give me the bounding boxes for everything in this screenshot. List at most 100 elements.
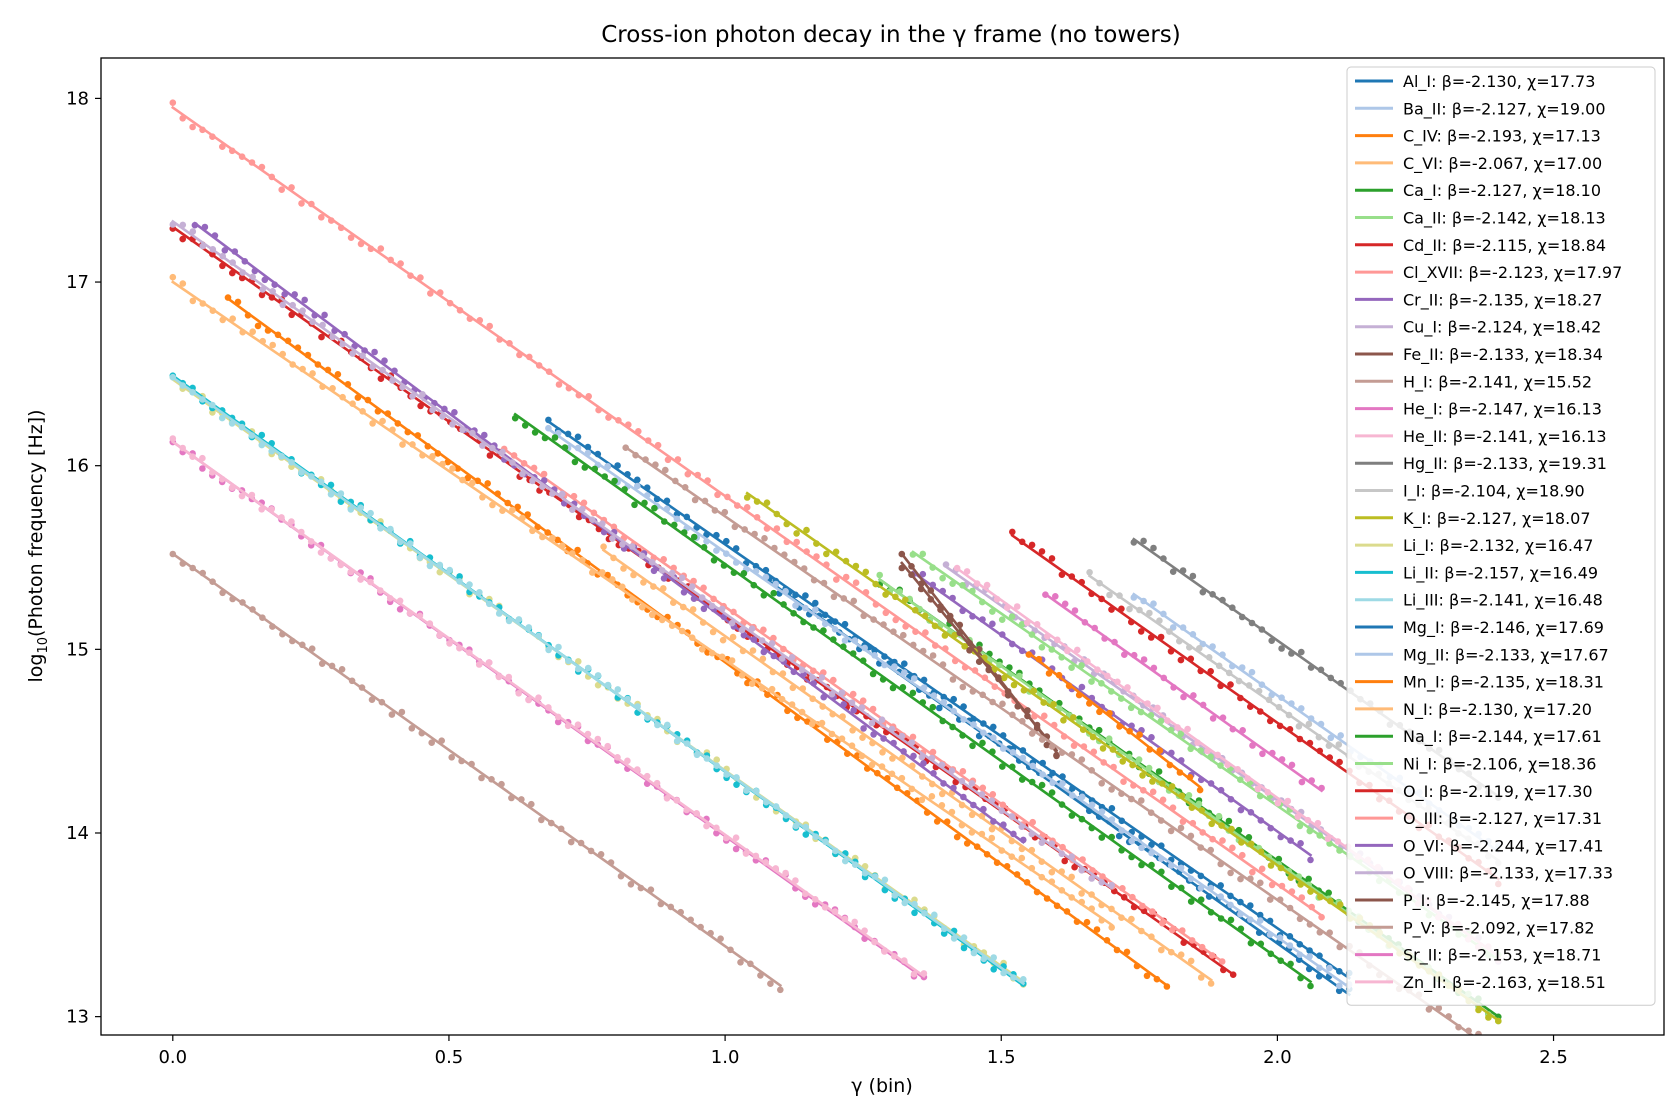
data-point — [1336, 758, 1343, 766]
data-point — [1327, 734, 1335, 742]
data-point — [1219, 837, 1226, 844]
data-point — [1138, 797, 1145, 804]
data-point — [515, 616, 523, 623]
data-point — [1288, 761, 1296, 769]
data-point — [942, 561, 950, 568]
legend-label: C_IV: β=-2.193, χ=17.13 — [1403, 127, 1601, 147]
data-point — [690, 533, 698, 541]
legend-label: O_III: β=-2.127, χ=17.31 — [1403, 809, 1602, 829]
data-point — [1038, 644, 1046, 651]
data-point — [288, 518, 295, 525]
legend-label: Na_I: β=-2.144, χ=17.61 — [1403, 727, 1602, 747]
y-tick-label: 16 — [66, 456, 89, 477]
fit-line — [170, 105, 1324, 918]
data-point — [484, 480, 492, 487]
data-point — [1295, 723, 1303, 730]
data-point — [1197, 974, 1205, 981]
data-point — [371, 348, 378, 356]
data-point — [1098, 834, 1106, 841]
data-point — [852, 579, 860, 586]
data-point — [1298, 778, 1306, 786]
data-point — [803, 526, 810, 534]
data-point — [1278, 645, 1285, 652]
data-point — [631, 501, 638, 509]
data-point — [713, 547, 720, 554]
data-point — [990, 966, 997, 973]
data-point — [1239, 851, 1246, 859]
legend-label: Li_I: β=-2.132, χ=16.47 — [1403, 536, 1593, 556]
data-point — [1053, 752, 1060, 760]
data-point — [349, 350, 356, 357]
fit-line — [1043, 592, 1324, 793]
data-point — [850, 597, 858, 605]
data-point — [770, 589, 777, 597]
data-point — [569, 506, 576, 513]
fit-line — [1027, 651, 1202, 789]
data-point — [728, 619, 736, 627]
data-point — [812, 606, 819, 613]
legend-label: Al_I: β=-2.130, χ=17.73 — [1403, 72, 1595, 92]
data-point — [377, 375, 385, 383]
data-point — [1083, 918, 1091, 926]
data-point — [614, 686, 622, 693]
data-point — [1148, 734, 1155, 741]
data-point — [1093, 926, 1101, 933]
data-point — [199, 465, 206, 472]
data-point — [823, 550, 830, 558]
data-point — [777, 986, 784, 994]
fit-line — [546, 427, 1352, 990]
fit-line — [170, 375, 1026, 986]
data-point — [594, 681, 602, 689]
data-point — [427, 290, 434, 297]
data-point — [1177, 730, 1185, 738]
x-tick-label: 2.5 — [1539, 1047, 1568, 1068]
data-point — [1209, 715, 1217, 722]
data-point — [254, 322, 262, 330]
data-point — [1140, 656, 1148, 663]
data-point — [594, 672, 602, 679]
legend-label: Li_III: β=-2.141, χ=16.48 — [1403, 591, 1603, 611]
data-point — [398, 708, 406, 716]
data-point — [624, 757, 631, 765]
series-19 — [169, 373, 1027, 986]
legend: Al_I: β=-2.130, χ=17.73 Ba_II: β=-2.127, … — [1346, 66, 1656, 1006]
y-tick-label: 14 — [66, 823, 89, 844]
legend-label: I_I: β=-2.104, χ=18.90 — [1403, 482, 1585, 502]
series-32 — [1042, 591, 1325, 793]
data-point — [713, 756, 720, 763]
data-point — [1078, 683, 1086, 691]
data-point — [767, 980, 774, 987]
y-tick-label: 13 — [66, 1007, 89, 1028]
y-tick-label: 17 — [66, 272, 89, 293]
fit-line — [170, 219, 1114, 890]
data-point — [1225, 817, 1233, 825]
data-point — [700, 605, 708, 613]
data-point — [703, 822, 710, 830]
data-point — [379, 417, 386, 425]
data-point — [1207, 980, 1215, 987]
data-point — [1060, 717, 1067, 724]
data-point — [1088, 678, 1095, 685]
data-point — [749, 647, 757, 654]
data-point — [451, 409, 458, 416]
data-point — [1120, 778, 1127, 785]
series-21 — [545, 424, 1353, 990]
data-point — [1108, 786, 1115, 793]
data-point — [959, 768, 967, 775]
data-point — [1168, 783, 1176, 790]
data-point — [1119, 758, 1126, 765]
data-point — [1068, 664, 1075, 671]
y-axis-label-subscript: 10 — [36, 637, 51, 654]
data-point — [169, 435, 177, 442]
data-point — [426, 562, 434, 570]
data-point — [1070, 714, 1077, 721]
data-point — [574, 721, 582, 728]
series-11 — [169, 550, 784, 994]
data-point — [833, 576, 840, 583]
data-point — [1158, 946, 1165, 954]
plot-frame — [100, 57, 1665, 1036]
data-point — [1048, 868, 1056, 876]
data-point — [334, 371, 342, 378]
data-point — [1156, 747, 1164, 754]
data-point — [1336, 982, 1343, 990]
